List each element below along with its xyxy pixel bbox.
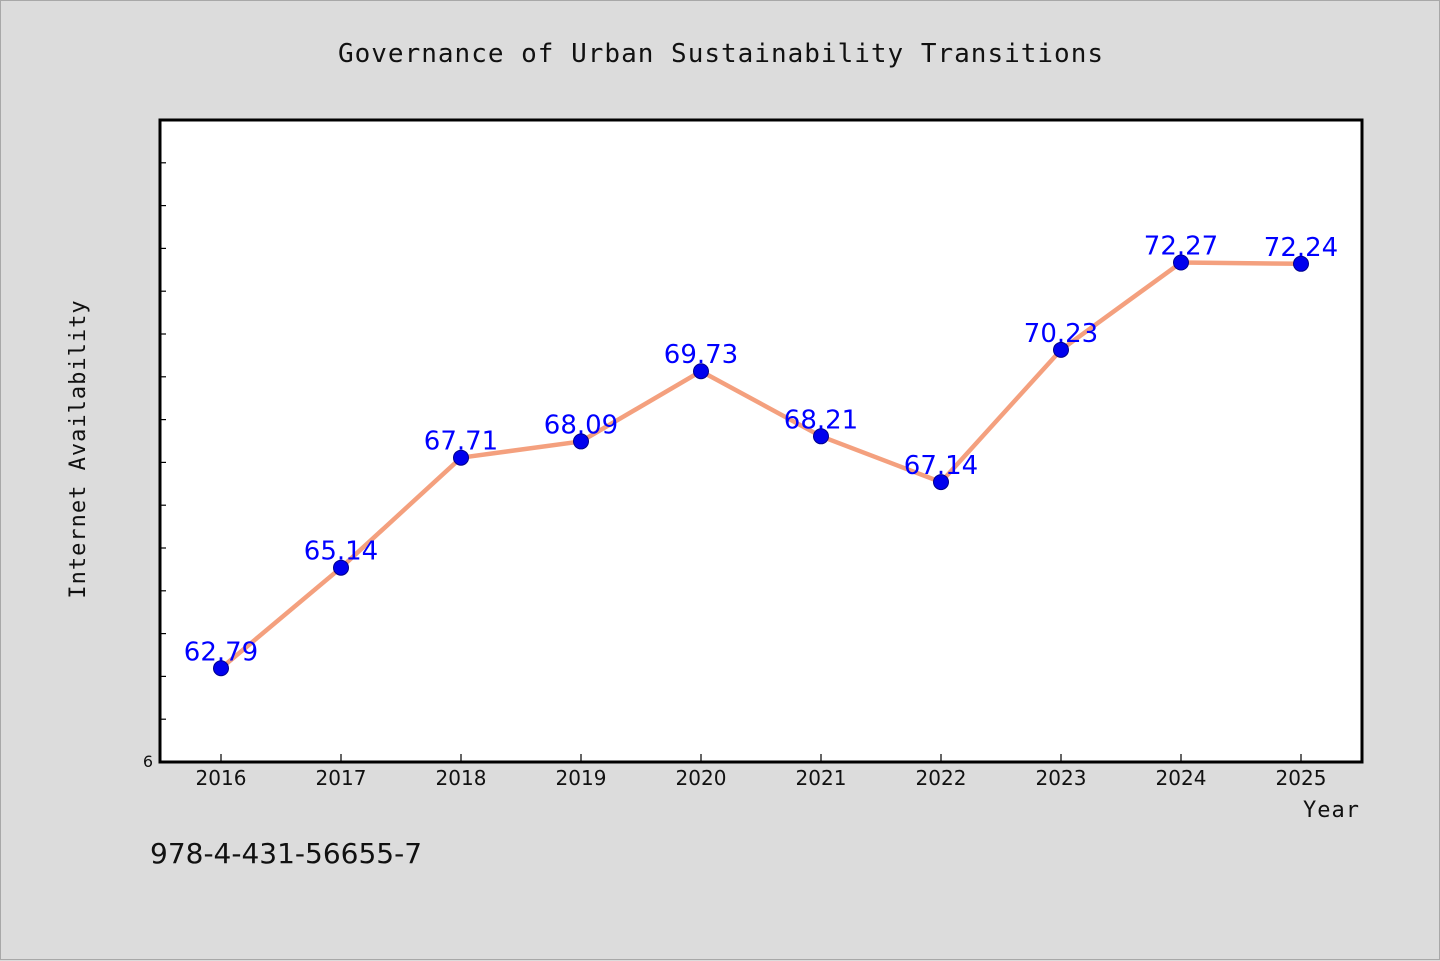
x-tick-label: 2020 [676, 766, 727, 790]
data-point [1053, 341, 1069, 358]
x-tick-label: 2017 [316, 766, 367, 790]
x-tick-label: 2025 [1276, 766, 1327, 790]
data-label: 65.14 [304, 537, 378, 567]
x-tick-label: 2023 [1036, 766, 1087, 790]
x-tick-label: 2018 [436, 766, 487, 790]
data-label: 67.14 [904, 451, 978, 481]
data-point [1293, 255, 1309, 272]
y-axis-ticks [160, 162, 166, 763]
data-label: 62.79 [184, 637, 258, 667]
isbn-text: 978-4-431-56655-7 [150, 837, 422, 870]
data-point [1173, 254, 1189, 271]
data-label-layer: 62.79 65.14 67.71 68.09 69.73 68.21 67.14 70.23… [184, 232, 1338, 668]
y-axis-label: Internet Availability [66, 299, 91, 598]
x-tick-label: 2016 [196, 766, 247, 790]
data-point [693, 363, 709, 380]
data-label: 72.24 [1264, 233, 1338, 263]
x-tick-label: 2021 [796, 766, 847, 790]
data-point [933, 474, 949, 491]
x-tick-label: 2022 [916, 766, 967, 790]
data-label: 67.71 [424, 427, 498, 457]
data-label: 70.23 [1024, 319, 1098, 349]
data-point [333, 559, 349, 576]
data-point [453, 449, 469, 466]
series-line [218, 260, 1304, 671]
x-axis-label: Year [1303, 798, 1360, 823]
data-point [573, 433, 589, 450]
y-tick-label: 6 [143, 752, 153, 771]
chart-title: Governance of Urban Sustainability Trans… [338, 39, 1104, 69]
data-label: 72.27 [1144, 232, 1218, 262]
x-tick-label: 2019 [556, 766, 607, 790]
data-label: 68.09 [544, 410, 618, 440]
data-point [213, 660, 229, 677]
data-label: 69.73 [664, 340, 738, 370]
x-tick-label: 2024 [1156, 766, 1207, 790]
series-layer [213, 254, 1309, 677]
data-label: 68.21 [784, 405, 858, 435]
plot-area [158, 118, 1364, 764]
x-axis-ticks: 2016 2017 2018 2019 2020 2021 2022 2023 2024 2025 [196, 754, 1327, 790]
data-point [813, 428, 829, 445]
